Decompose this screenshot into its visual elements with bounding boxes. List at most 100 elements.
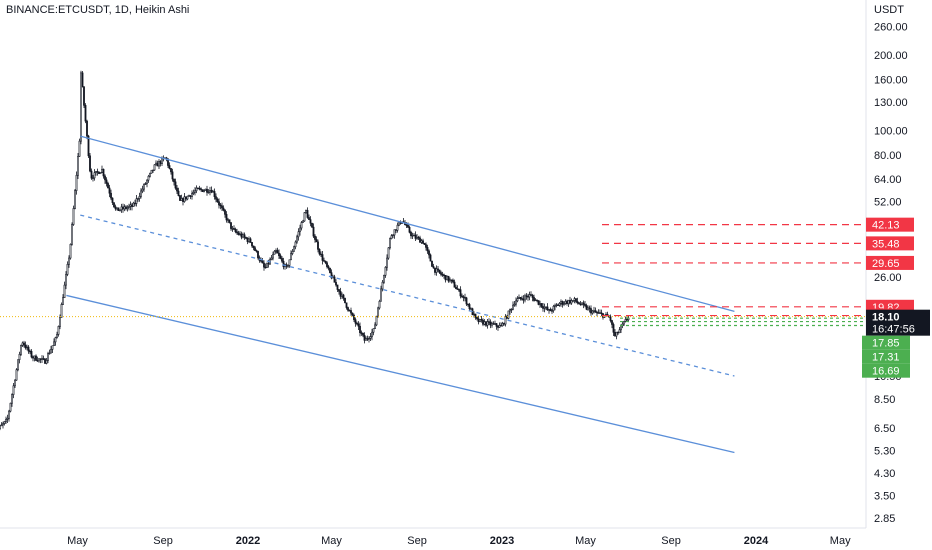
- candle: [195, 185, 198, 194]
- candle: [12, 382, 15, 399]
- candle-body: [21, 342, 24, 346]
- candle: [111, 197, 114, 206]
- candle-body: [135, 198, 138, 204]
- candle-body: [477, 318, 480, 323]
- candle: [38, 358, 40, 363]
- time-tick-label: 2024: [744, 535, 769, 547]
- candle: [479, 319, 481, 323]
- candle: [557, 303, 559, 307]
- candle: [14, 379, 16, 389]
- candle-body: [537, 300, 540, 305]
- candle-body: [111, 197, 114, 203]
- candle: [368, 336, 370, 343]
- candle-body: [248, 238, 250, 242]
- candle-body: [342, 294, 345, 299]
- candle-body: [405, 224, 408, 226]
- candle-body: [597, 312, 600, 314]
- countdown-label: 16:47:56: [872, 324, 915, 336]
- candle: [212, 189, 214, 193]
- candle: [387, 247, 390, 260]
- resistance-label: 42.13: [872, 220, 900, 232]
- candle-body: [564, 300, 567, 304]
- candle-body: [372, 328, 375, 333]
- candle-body: [212, 191, 214, 193]
- candle-body: [408, 226, 411, 233]
- candle-body: [435, 268, 438, 273]
- candle: [299, 224, 301, 236]
- candle-body: [153, 164, 156, 171]
- candle: [140, 188, 142, 199]
- candle-body: [486, 321, 489, 326]
- candle-body: [317, 241, 319, 250]
- candle: [504, 314, 507, 327]
- candle: [0, 422, 3, 427]
- candle: [374, 322, 376, 329]
- candle: [114, 204, 117, 211]
- candle-body: [356, 322, 358, 325]
- candle: [98, 171, 100, 175]
- candle-body: [42, 358, 45, 360]
- candle-body: [336, 284, 339, 290]
- candle-body: [290, 253, 292, 261]
- time-tick-label: May: [575, 535, 596, 547]
- candle: [311, 222, 313, 228]
- candle: [71, 222, 73, 246]
- candle-body: [455, 286, 457, 290]
- candle-body: [113, 202, 115, 208]
- candle: [320, 251, 322, 258]
- candle-body: [393, 229, 396, 236]
- candle-body: [422, 240, 424, 244]
- candle: [503, 322, 505, 326]
- candle: [414, 231, 417, 242]
- candle: [431, 260, 433, 267]
- candle-body: [618, 329, 621, 334]
- candle: [587, 305, 589, 311]
- candle: [561, 300, 564, 308]
- candle-body: [546, 306, 549, 311]
- candle-body: [527, 296, 529, 298]
- candle: [530, 291, 532, 296]
- candle: [324, 260, 327, 265]
- candle-body: [414, 234, 417, 239]
- candle: [186, 195, 189, 201]
- candle-body: [24, 344, 27, 349]
- candle-body: [48, 352, 51, 355]
- candle-body: [464, 297, 466, 299]
- candle-body: [0, 425, 1, 429]
- candle-body: [485, 321, 487, 326]
- candle: [449, 277, 451, 283]
- candle-body: [554, 305, 556, 307]
- candle-body: [122, 206, 124, 210]
- candle-body: [155, 162, 157, 166]
- price-axis: 260.00 200.00 160.00 130.00 100.00 80.00 64.00…: [865, 0, 908, 528]
- resistance-label-box: [866, 217, 914, 232]
- candle-body: [189, 195, 192, 197]
- candle: [440, 270, 442, 277]
- candle-body: [450, 279, 453, 281]
- candle: [86, 119, 88, 140]
- candle: [438, 269, 441, 275]
- candle-body: [264, 266, 267, 269]
- candle: [395, 229, 397, 234]
- candle-body: [2, 423, 4, 426]
- candle-body: [60, 304, 63, 318]
- candle: [588, 305, 591, 313]
- candle: [189, 195, 192, 200]
- candle: [30, 349, 33, 359]
- candle-body: [479, 319, 481, 323]
- candle: [576, 297, 579, 305]
- candle: [351, 312, 354, 317]
- candle: [252, 245, 255, 251]
- candle-body: [329, 267, 331, 273]
- candle-body: [327, 266, 330, 269]
- candle-body: [582, 302, 585, 305]
- candle: [153, 164, 156, 171]
- candle: [206, 185, 208, 196]
- candle-body: [57, 326, 60, 335]
- candle: [42, 355, 45, 361]
- candle-body: [174, 181, 177, 189]
- candle: [552, 304, 555, 313]
- candle: [543, 303, 546, 313]
- candle: [318, 248, 321, 256]
